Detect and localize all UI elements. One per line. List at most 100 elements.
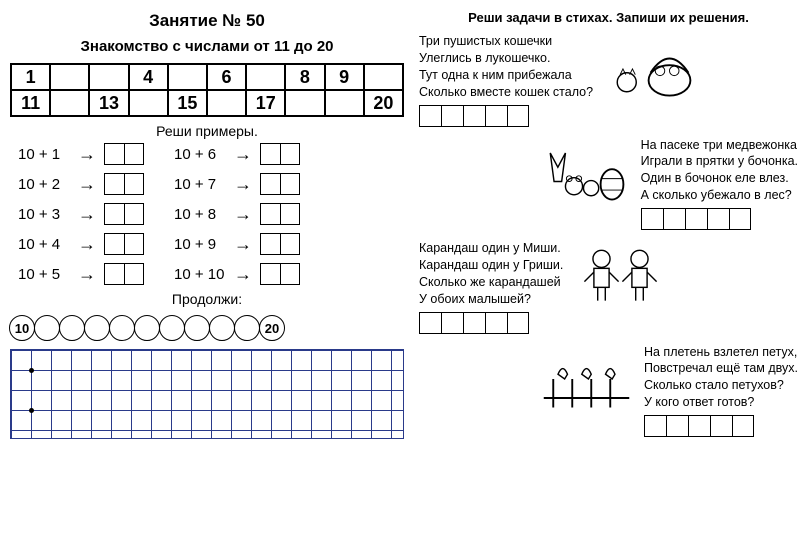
answer-box[interactable]: [260, 263, 300, 285]
number-cell: [207, 90, 246, 116]
number-cell: 13: [89, 90, 128, 116]
example-expression: 10 + 5: [18, 266, 70, 283]
answer-box[interactable]: [104, 173, 144, 195]
examples-block: 10 + 1 → 10 + 2 → 10 + 3 → 10 + 4 → 10 + 5 → 10 +…: [10, 143, 404, 285]
arrow-icon: →: [234, 174, 252, 195]
arrow-icon: →: [78, 144, 96, 165]
word-problem: На плетень взлетел петух,Повстречал ещё …: [419, 344, 798, 438]
answer-box[interactable]: [104, 203, 144, 225]
answer-box[interactable]: [260, 203, 300, 225]
example-row: 10 + 5 →: [18, 263, 144, 285]
example-row: 10 + 7→: [174, 173, 300, 195]
word-problem: Три пушистых кошечкиУлеглись в лукошечко…: [419, 33, 798, 127]
example-row: 10 + 6 →: [174, 143, 300, 165]
example-expression: 10 + 3: [18, 206, 70, 223]
grid-dot: [29, 408, 34, 413]
number-table-row2: 1113151720: [11, 90, 403, 116]
example-expression: 10 + 6: [174, 146, 226, 163]
number-cell: 11: [11, 90, 50, 116]
arrow-icon: →: [78, 234, 96, 255]
chain-circle-blank[interactable]: [134, 315, 160, 341]
number-cell: 9: [325, 64, 364, 90]
arrow-icon: →: [234, 234, 252, 255]
example-expression: 10 + 10: [174, 266, 226, 283]
examples-column-2: 10 + 6→10 + 7→10 + 8→10 + 9→10 + 10→: [174, 143, 300, 285]
answer-box[interactable]: [104, 233, 144, 255]
problem-answer-boxes[interactable]: [419, 105, 593, 127]
number-cell: 17: [246, 90, 285, 116]
example-row: 10 + 10 →: [174, 263, 300, 285]
chain-circle-blank[interactable]: [209, 315, 235, 341]
arrow-icon: →: [234, 204, 252, 225]
number-cell: [246, 64, 285, 90]
problem-text: Три пушистых кошечкиУлеглись в лукошечко…: [419, 33, 593, 127]
number-cell: 6: [207, 64, 246, 90]
answer-box[interactable]: [260, 173, 300, 195]
arrow-icon: →: [234, 264, 252, 285]
arrow-icon: →: [78, 174, 96, 195]
chain-circle-blank[interactable]: [109, 315, 135, 341]
number-cell: 4: [129, 64, 168, 90]
bears-barrel-icon: [536, 137, 631, 207]
example-row: 10 + 2 →: [18, 173, 144, 195]
chain-circle-blank[interactable]: [84, 315, 110, 341]
two-boys-icon: [573, 240, 668, 310]
answer-box[interactable]: [104, 143, 144, 165]
number-cell: [325, 90, 364, 116]
chain-circle-blank[interactable]: [234, 315, 260, 341]
problem-text: На пасеке три медвежонкаИграли в прятки …: [641, 137, 798, 231]
example-row: 10 + 9 →: [174, 233, 300, 255]
number-cell: [364, 64, 403, 90]
continue-label: Продолжи:: [10, 291, 404, 307]
examples-column-1: 10 + 1 → 10 + 2 → 10 + 3 → 10 + 4 → 10 + 5 →: [18, 143, 144, 285]
writing-grid: [10, 349, 404, 439]
right-title: Реши задачи в стихах. Запиши их решения.: [419, 10, 798, 25]
number-cell: [50, 64, 89, 90]
roosters-fence-icon: [539, 344, 634, 414]
number-cell: [89, 64, 128, 90]
chain-circle-blank[interactable]: [34, 315, 60, 341]
problems-list: Три пушистых кошечкиУлеглись в лукошечко…: [419, 33, 798, 437]
problem-answer-boxes[interactable]: [641, 208, 798, 230]
right-column: Реши задачи в стихах. Запиши их решения.…: [419, 10, 798, 548]
number-table: 14689 1113151720: [10, 63, 404, 117]
arrow-icon: →: [78, 204, 96, 225]
problem-text: Карандаш один у Миши.Карандаш один у Гри…: [419, 240, 563, 334]
answer-box[interactable]: [260, 143, 300, 165]
example-expression: 10 + 4: [18, 236, 70, 253]
chain-circle-blank[interactable]: [59, 315, 85, 341]
chain-circle-blank[interactable]: [159, 315, 185, 341]
number-cell: [50, 90, 89, 116]
solve-examples-label: Реши примеры.: [10, 123, 404, 139]
number-cell: 8: [285, 64, 324, 90]
left-column: Занятие № 50 Знакомство с числами от 11 …: [10, 10, 404, 548]
arrow-icon: →: [78, 264, 96, 285]
answer-box[interactable]: [104, 263, 144, 285]
number-cell: [168, 64, 207, 90]
number-chain: 1020: [10, 315, 404, 341]
chain-circle-blank[interactable]: [184, 315, 210, 341]
number-cell: [129, 90, 168, 116]
problem-answer-boxes[interactable]: [419, 312, 563, 334]
number-cell: 1: [11, 64, 50, 90]
problem-answer-boxes[interactable]: [644, 415, 798, 437]
example-expression: 10 + 2: [18, 176, 70, 193]
lesson-subtitle: Знакомство с числами от 11 до 20: [10, 38, 404, 55]
lesson-title: Занятие № 50: [10, 10, 404, 32]
number-cell: [285, 90, 324, 116]
example-row: 10 + 8 →: [174, 203, 300, 225]
cats-basket-icon: [603, 33, 698, 103]
number-table-row1: 1 4 6 89: [11, 64, 403, 90]
example-row: 10 + 1 →: [18, 143, 144, 165]
example-expression: 10 + 9: [174, 236, 226, 253]
example-expression: 10 + 8: [174, 206, 226, 223]
example-row: 10 + 4 →: [18, 233, 144, 255]
arrow-icon: →: [234, 144, 252, 165]
word-problem: Карандаш один у Миши.Карандаш один у Гри…: [419, 240, 798, 334]
problem-text: На плетень взлетел петух,Повстречал ещё …: [644, 344, 798, 438]
grid-dot: [29, 368, 34, 373]
word-problem: На пасеке три медвежонкаИграли в прятки …: [419, 137, 798, 231]
example-expression: 10 + 1: [18, 146, 70, 163]
answer-box[interactable]: [260, 233, 300, 255]
chain-circle-filled: 20: [259, 315, 285, 341]
